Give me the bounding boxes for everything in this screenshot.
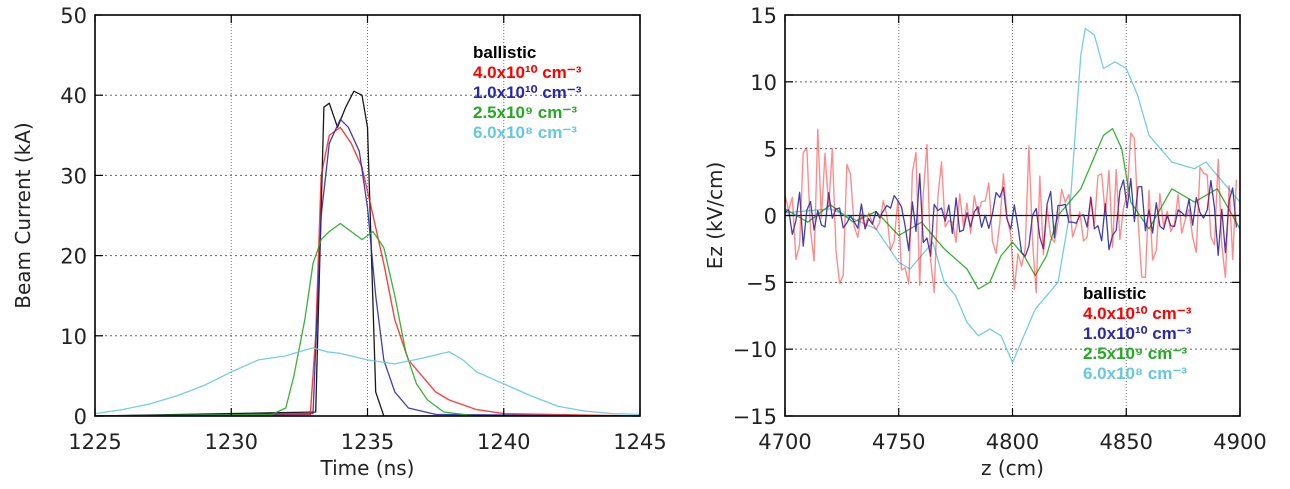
legend-entry: 4.0x10¹⁰ cm⁻³ — [473, 63, 582, 82]
y-tick-label: 20 — [60, 245, 87, 269]
x-tick-label: 1230 — [205, 430, 258, 454]
y-tick-label: 5 — [764, 138, 777, 162]
y-tick-label: −5 — [746, 271, 777, 295]
y-tick-label: 0 — [74, 405, 87, 429]
y-tick-label: 10 — [60, 325, 87, 349]
legend-entry: 2.5x10⁹ cm⁻³ — [1083, 344, 1187, 363]
y-tick-label: 10 — [750, 71, 777, 95]
y-axis-label: Ez (kV/cm) — [703, 162, 727, 270]
y-tick-label: −10 — [733, 338, 777, 362]
legend-entry: 1.0x10¹⁰ cm⁻³ — [1083, 324, 1192, 343]
legend-entry: 6.0x10⁸ cm⁻³ — [473, 123, 577, 142]
y-axis-label: Beam Current (kA) — [11, 122, 35, 308]
legend-entry: ballistic — [1083, 284, 1146, 303]
y-tick-label: 30 — [60, 164, 87, 188]
x-tick-label: 1240 — [477, 430, 530, 454]
legend-entry: 6.0x10⁸ cm⁻³ — [1083, 364, 1187, 383]
right-chart-electric-field: 4700 4750 4800 4850 4900 −15 −10 −5 0 5 10 15 z (cm)… — [703, 4, 1267, 480]
legend-entry: ballistic — [473, 43, 536, 62]
y-tick-label: 0 — [764, 205, 777, 229]
x-tick-label: 1245 — [613, 430, 666, 454]
legend-entry: 4.0x10¹⁰ cm⁻³ — [1083, 304, 1192, 323]
y-tick-label: 50 — [60, 4, 87, 28]
left-chart-beam-current: 1225 1230 1235 1240 1245 0 10 20 30 40 50 Time (ns)… — [11, 4, 667, 480]
x-axis-label: z (cm) — [981, 456, 1044, 480]
y-tick-label: 15 — [750, 4, 777, 28]
series-line-1-0x10-cm- — [785, 173, 1238, 257]
x-tick-label: 4700 — [758, 430, 811, 454]
series-line-6-0x10-cm- — [785, 27, 1240, 364]
series-line-6-0x10-cm- — [95, 347, 640, 416]
x-tick-label: 4900 — [1213, 430, 1266, 454]
legend-entry: 2.5x10⁹ cm⁻³ — [473, 103, 577, 122]
x-tick-label: 1225 — [68, 430, 121, 454]
x-tick-label: 4750 — [872, 430, 925, 454]
legend-entry: 1.0x10¹⁰ cm⁻³ — [473, 83, 582, 102]
series-line-1-0x10-cm- — [95, 118, 640, 416]
series-line-2-5x10-cm- — [95, 222, 640, 416]
x-tick-label: 4800 — [986, 430, 1039, 454]
series-line-ballistic — [95, 90, 640, 416]
y-tick-label: 40 — [60, 84, 87, 108]
x-tick-label: 1235 — [341, 430, 394, 454]
x-tick-label: 4850 — [1100, 430, 1153, 454]
x-axis-label: Time (ns) — [319, 456, 414, 480]
y-tick-label: −15 — [733, 405, 777, 429]
series-line-4-0x10-cm- — [785, 128, 1238, 294]
